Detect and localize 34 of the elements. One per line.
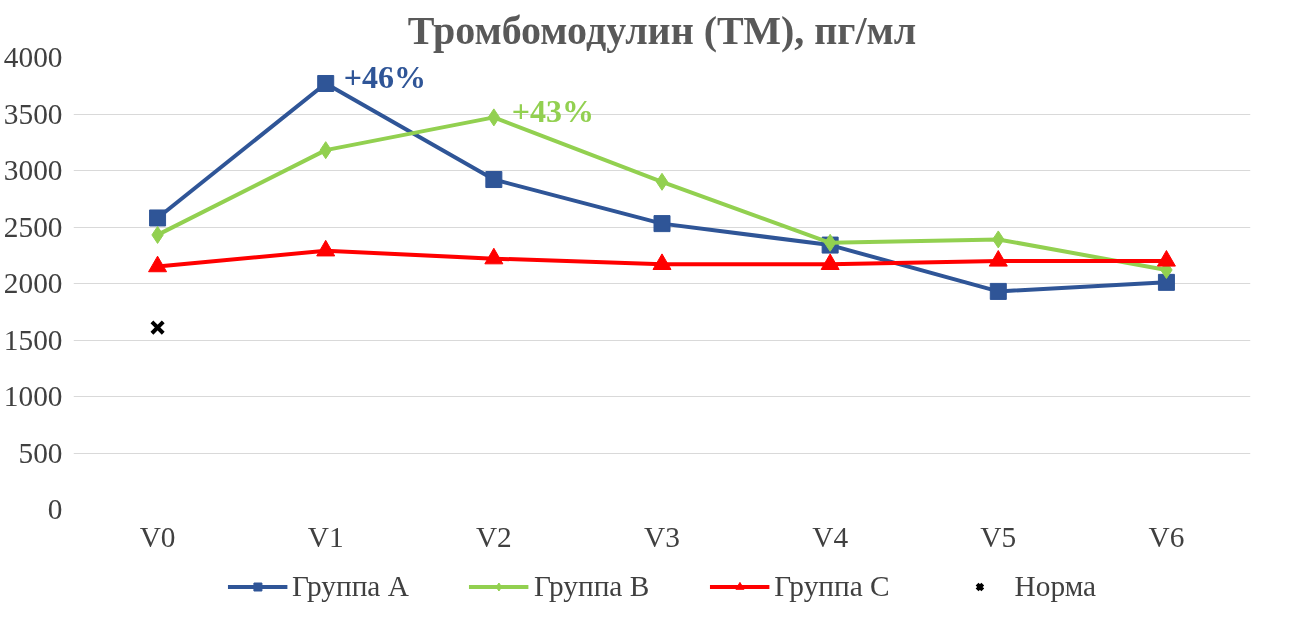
annotation: +43% — [511, 93, 595, 130]
point — [1156, 250, 1176, 267]
x-tick-label: V5 — [980, 520, 1017, 553]
y-tick-label: 3000 — [3, 154, 63, 186]
chart-title: Тромбомодулин (ТМ), пг/мл — [407, 7, 917, 53]
y-tick-label: 1500 — [3, 323, 63, 356]
x-tick-label: V4 — [812, 520, 849, 553]
x-tick-label: V1 — [307, 520, 344, 553]
legend-label: Группа B — [533, 569, 650, 603]
point — [1157, 273, 1175, 291]
y-tick-label: 500 — [18, 436, 63, 469]
x-tick-label: V0 — [139, 520, 176, 553]
x-tick-label: V3 — [644, 520, 680, 553]
point — [988, 250, 1008, 267]
point — [487, 108, 501, 127]
legend-label: Группа A — [291, 569, 409, 603]
x-tick-label: V2 — [475, 520, 512, 553]
y-tick-label: 2000 — [3, 267, 63, 299]
y-tick-label: 1000 — [3, 380, 63, 412]
point — [149, 209, 167, 227]
point — [989, 282, 1007, 300]
y-tick-label: 4000 — [3, 41, 63, 73]
point — [317, 74, 335, 92]
point — [653, 215, 671, 233]
point — [149, 319, 166, 336]
annotation: +46% — [343, 59, 426, 96]
legend-label: Норма — [1014, 569, 1097, 603]
y-tick-label: 2500 — [3, 210, 63, 243]
x-tick-label: V6 — [1148, 520, 1185, 553]
y-tick-label: 3500 — [3, 97, 63, 130]
y-tick-label: 0 — [47, 493, 63, 525]
point — [485, 171, 503, 189]
legend-label: Группа C — [774, 569, 890, 603]
point — [655, 172, 669, 191]
